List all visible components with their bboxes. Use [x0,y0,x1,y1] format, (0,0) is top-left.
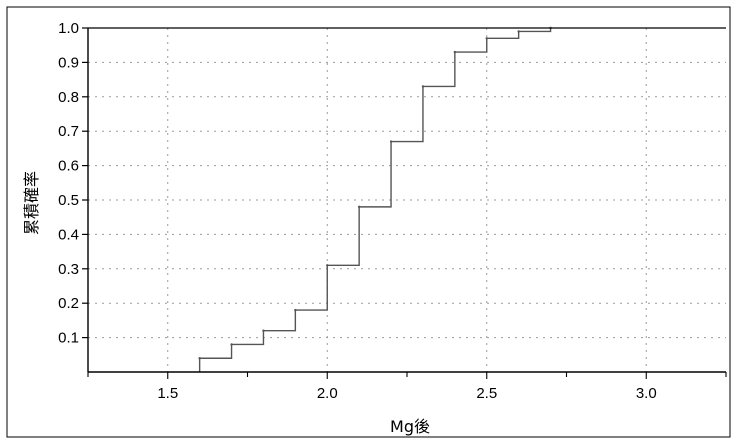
y-tick-label: 0.8 [58,89,79,106]
step-point [262,329,265,332]
y-tick-label: 0.3 [58,261,79,278]
y-tick-label: 0.9 [58,54,79,71]
y-tick-label: 0.7 [58,123,79,140]
step-point [294,308,297,312]
outer-border [6,6,731,438]
step-point [517,30,520,33]
step-point [357,205,361,209]
y-tick-label: 1.0 [58,20,79,37]
axes [6,6,731,438]
x-tick-label: 3.0 [636,385,657,402]
grid-lines [88,27,726,372]
step-point [198,357,201,360]
y-tick-label: 0.1 [58,330,79,347]
tick-labels: 0.1 0.2 0.3 0.4 0.5 0.6 0.7 0.8 0.9 1.0 1.5 2.0 2.5 3… [58,20,657,402]
series-group [198,26,552,372]
y-tick-label: 0.4 [58,226,79,243]
y-tick-label: 0.2 [58,295,79,312]
step-point [421,85,425,88]
x-tick-label: 1.5 [157,385,178,402]
y-tick-label: 0.6 [58,158,79,175]
y-tick-label: 0.5 [58,192,79,209]
step-point [326,264,329,267]
step-point [453,50,457,54]
x-axis-title: Mg後 [390,417,430,436]
y-axis-title: 累積確率 [22,171,41,235]
step-point [485,37,488,40]
cdf-step-line [198,28,552,372]
x-tick-label: 2.0 [317,385,338,402]
step-point [389,140,393,143]
step-point [230,343,233,346]
x-tick-label: 2.5 [476,385,497,402]
